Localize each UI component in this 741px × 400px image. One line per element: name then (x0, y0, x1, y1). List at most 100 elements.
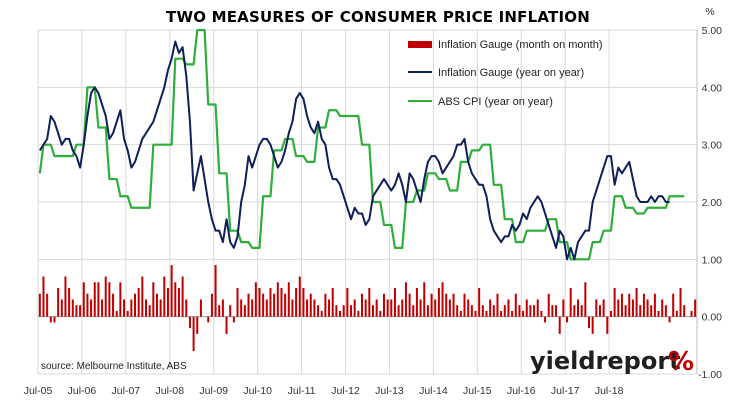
bar-mom (177, 288, 180, 317)
bar-mom (112, 293, 115, 317)
bar-mom (163, 276, 166, 317)
x-tick-label: Jul-14 (419, 385, 448, 397)
bar-mom (313, 299, 316, 317)
bar-mom (145, 299, 148, 317)
bar-mom (119, 282, 122, 317)
bar-mom (287, 282, 290, 317)
bar-mom (309, 293, 312, 317)
bar-mom (75, 305, 78, 317)
bar-mom (166, 288, 169, 317)
legend-item-mom: Inflation Gauge (month on month) (408, 39, 602, 51)
bar-mom (620, 293, 623, 317)
bar-mom (306, 299, 309, 317)
bar-mom (679, 288, 682, 317)
bar-mom (426, 305, 429, 317)
bar-mom (555, 305, 558, 317)
bar-mom (328, 299, 331, 317)
bar-mom (536, 299, 539, 317)
bar-mom (284, 293, 287, 317)
bar-mom (573, 305, 576, 317)
x-tick-label: Jul-05 (24, 385, 53, 397)
bar-mom (364, 299, 367, 317)
bar-mom (181, 276, 184, 317)
bar-mom (276, 282, 279, 317)
x-tick-label: Jul-07 (112, 385, 141, 397)
bar-mom (357, 310, 360, 317)
bar-mom (613, 288, 616, 317)
legend-item-gauge-yoy: Inflation Gauge (year on year) (408, 67, 584, 79)
bar-mom (657, 310, 660, 317)
bar-mom (254, 282, 257, 317)
bar-mom (419, 299, 422, 317)
bar-mom (668, 316, 671, 323)
bar-mom (584, 282, 587, 317)
bar-mom (243, 305, 246, 317)
bar-mom (42, 276, 45, 317)
bar-mom (628, 293, 631, 317)
gridlines (37, 29, 698, 375)
y-tick-label: 5.00 (702, 25, 723, 37)
bar-mom (90, 299, 93, 317)
bar-mom (437, 288, 440, 317)
bar-mom (382, 293, 385, 317)
bar-mom (269, 288, 272, 317)
y-tick-label: 3.00 (702, 140, 723, 152)
bar-mom (430, 293, 433, 317)
x-tick-label: Jul-16 (507, 385, 536, 397)
bar-mom (93, 282, 96, 317)
bar-mom (225, 316, 228, 334)
series-month-on-month-bars (38, 265, 697, 352)
x-tick-label: Jul-09 (199, 385, 228, 397)
bar-mom (562, 299, 565, 317)
bar-mom (247, 293, 250, 317)
bar-mom (467, 299, 470, 317)
bar-mom (108, 282, 111, 317)
bar-mom (185, 299, 188, 317)
bar-mom (598, 305, 601, 317)
bar-mom (57, 288, 60, 317)
source-note: source: Melbourne Institute, ABS (41, 361, 187, 372)
bar-mom (631, 299, 634, 317)
bar-mom (53, 316, 56, 323)
bar-mom (371, 305, 374, 317)
bar-mom (587, 316, 590, 329)
bar-mom (525, 299, 528, 317)
bar-mom (174, 282, 177, 317)
bar-mom (470, 305, 473, 317)
legend-label-gauge-yoy: Inflation Gauge (year on year) (438, 67, 584, 79)
bar-mom (214, 265, 217, 317)
bar-mom (134, 293, 137, 317)
bar-mom (514, 293, 517, 317)
bar-mom (331, 288, 334, 317)
legend-label-cpi: ABS CPI (year on year) (438, 96, 553, 108)
bar-mom (401, 299, 404, 317)
bar-mom (503, 305, 506, 317)
bar-mom (456, 305, 459, 317)
bar-mom (317, 305, 320, 317)
bar-mom (298, 276, 301, 317)
line-gauge-yoy (38, 40, 670, 261)
bar-mom (694, 299, 697, 317)
bar-mom (251, 299, 254, 317)
bar-mom (335, 305, 338, 317)
bar-mom (459, 310, 462, 317)
bar-mom (38, 293, 41, 317)
bar-mom (507, 299, 510, 317)
bar-mom (445, 293, 448, 317)
bar-mom (207, 316, 210, 323)
bar-mom (415, 288, 418, 317)
legend-item-cpi: ABS CPI (year on year) (408, 96, 553, 108)
bar-mom (412, 305, 415, 317)
bar-mom (540, 310, 543, 317)
legend-swatch-bar (408, 41, 432, 48)
bar-mom (441, 282, 444, 317)
bar-mom (544, 316, 547, 323)
bar-mom (273, 293, 276, 317)
line-abs-cpi-yoy (38, 28, 685, 261)
x-tick-label: Jul-12 (331, 385, 360, 397)
x-tick-label: Jul-15 (463, 385, 492, 397)
bar-mom (577, 299, 580, 317)
bar-mom (101, 299, 104, 317)
y-tick-label: 4.00 (702, 82, 723, 94)
